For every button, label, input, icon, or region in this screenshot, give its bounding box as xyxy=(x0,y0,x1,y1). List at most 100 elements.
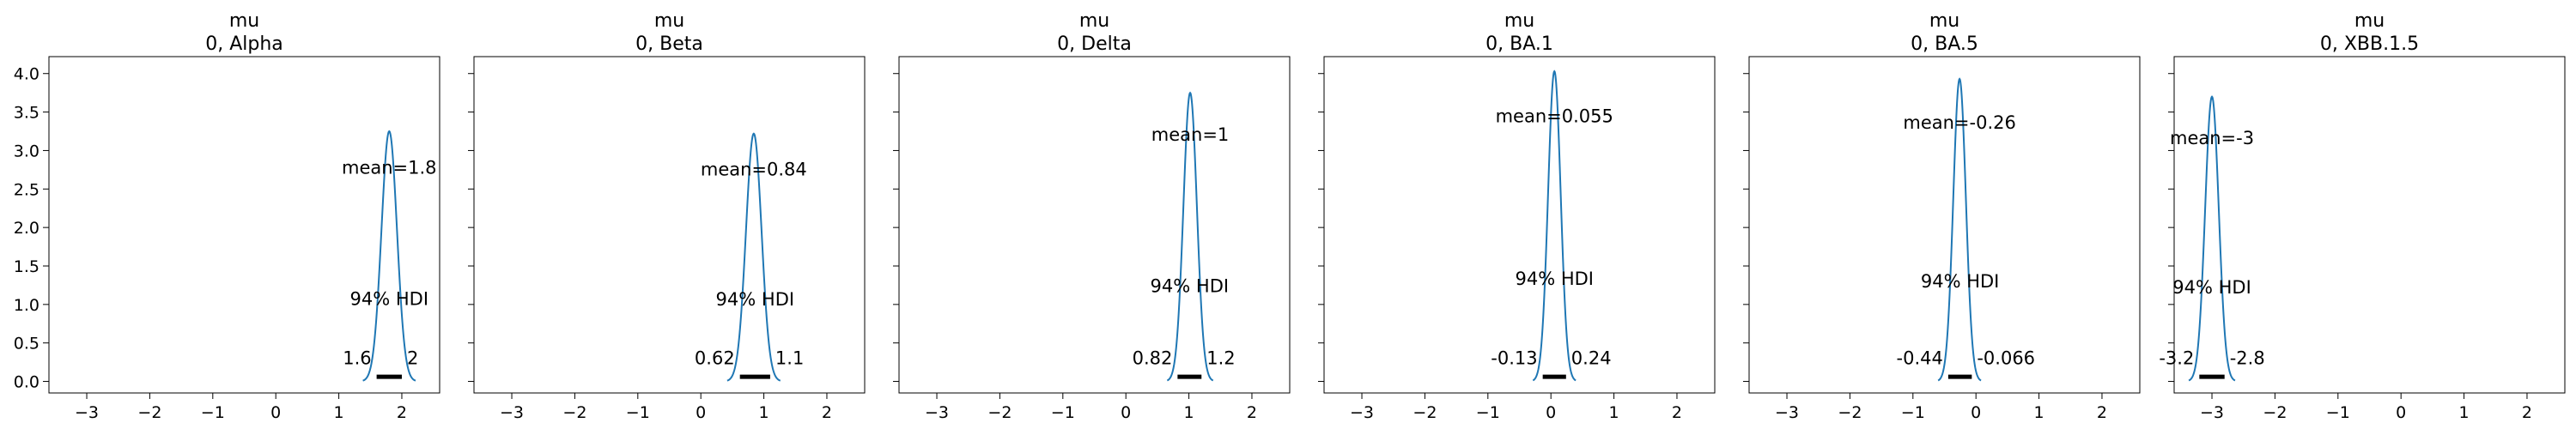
x-tick-label: −3 xyxy=(500,403,524,422)
x-tick-label: −3 xyxy=(2200,403,2224,422)
x-tick-label: 1 xyxy=(2459,403,2470,422)
x-tick-label: 0 xyxy=(270,403,281,422)
hdi-low-label: -3.2 xyxy=(2159,348,2194,369)
hdi-label: 94% HDI xyxy=(1515,269,1594,289)
panel-5: mu0, BA.5 −3 −2 −1 0 1 2 mean=-0.26 94% HDI -0.44… xyxy=(1743,10,2141,422)
hdi-high-label: 1.2 xyxy=(1206,348,1235,369)
x-tick-label: −3 xyxy=(75,403,99,422)
panel-title-line-1: mu xyxy=(654,10,684,32)
x-tick-label: −2 xyxy=(137,403,161,422)
panel-title-line-2: 0, XBB.1.5 xyxy=(2320,33,2419,55)
axes-frame xyxy=(48,56,440,394)
kde-curve xyxy=(1937,77,1982,382)
x-tick-label: −3 xyxy=(1775,403,1799,422)
hdi-high-label: 2 xyxy=(407,348,418,369)
y-tick-label: 4.0 xyxy=(14,65,39,84)
x-tick-label: 0 xyxy=(1121,403,1131,422)
axes-frame xyxy=(1323,56,1716,394)
panel-title-line-2: 0, BA.1 xyxy=(1485,33,1553,55)
x-tick-label: 2 xyxy=(1672,403,1682,422)
panel-title-line-1: mu xyxy=(2354,10,2385,32)
y-tick-label: 3.0 xyxy=(14,142,39,160)
axes-frame xyxy=(473,56,866,394)
x-tick-label: −3 xyxy=(925,403,949,422)
panel-3: mu0, Delta −3 −2 −1 0 1 2 mean=1 94% HDI 0.82 1.2 xyxy=(893,10,1291,422)
panel-2: mu0, Beta −3 −2 −1 0 1 2 mean=0.84 94% HDI 0.62 1.… xyxy=(468,10,866,422)
x-tick-label: 2 xyxy=(1247,403,1257,422)
hdi-high-label: 0.24 xyxy=(1571,348,1612,369)
mean-label: mean=1.8 xyxy=(342,157,437,178)
axes-frame xyxy=(898,56,1291,394)
x-tick-label: −2 xyxy=(987,403,1012,422)
hdi-low-label: 1.6 xyxy=(343,348,371,369)
x-tick-label: −1 xyxy=(2326,403,2350,422)
x-tick-label: 2 xyxy=(397,403,407,422)
hdi-low-label: 0.62 xyxy=(695,348,735,369)
x-tick-label: −1 xyxy=(626,403,650,422)
hdi-high-label: -0.066 xyxy=(1977,348,2035,369)
x-tick-label: 2 xyxy=(822,403,832,422)
x-tick-label: 1 xyxy=(1184,403,1194,422)
x-tick-label: 0 xyxy=(1546,403,1556,422)
x-tick-label: −2 xyxy=(1413,403,1437,422)
hdi-low-label: 0.82 xyxy=(1133,348,1173,369)
axes-frame xyxy=(2173,56,2566,394)
hdi-low-label: -0.44 xyxy=(1897,348,1943,369)
x-tick-label: −2 xyxy=(2263,403,2287,422)
hdi-label: 94% HDI xyxy=(716,289,795,310)
hdi-high-label: -2.8 xyxy=(2230,348,2265,369)
x-tick-label: −1 xyxy=(1051,403,1075,422)
x-tick-label: 2 xyxy=(2097,403,2107,422)
y-tick-label: 0.5 xyxy=(14,335,39,353)
y-tick-label: 2.0 xyxy=(14,219,39,238)
panel-title-line-2: 0, Alpha xyxy=(205,33,283,55)
hdi-label: 94% HDI xyxy=(350,288,429,309)
kde-curve xyxy=(2188,95,2236,382)
y-tick-label: 3.5 xyxy=(14,104,39,123)
x-tick-label: 0 xyxy=(696,403,706,422)
kde-curve xyxy=(362,130,416,382)
mean-label: mean=0.055 xyxy=(1496,106,1613,126)
x-tick-label: 1 xyxy=(1609,403,1619,422)
panel-1: mu0, Alpha 0.0 0.5 1.0 1.5 2.0 2.5 3.0 3.5 4.0 −3 −… xyxy=(14,10,440,422)
kde-curve xyxy=(1532,69,1577,382)
panel-4: mu0, BA.1 −3 −2 −1 0 1 2 mean=0.055 94% HDI -0.13… xyxy=(1318,10,1716,422)
x-tick-label: 1 xyxy=(759,403,769,422)
kde-curve xyxy=(726,132,781,382)
y-tick-label: 1.0 xyxy=(14,296,39,315)
axes-frame xyxy=(1748,56,2141,394)
x-tick-label: −1 xyxy=(1901,403,1925,422)
x-tick-label: 0 xyxy=(1971,403,1981,422)
x-tick-label: −2 xyxy=(562,403,586,422)
mean-label: mean=-0.26 xyxy=(1903,112,2016,133)
mean-label: mean=-3 xyxy=(2170,128,2254,148)
panel-title-line-1: mu xyxy=(1929,10,1959,32)
mean-label: mean=1 xyxy=(1151,124,1230,145)
hdi-label: 94% HDI xyxy=(1151,276,1230,297)
x-tick-label: 0 xyxy=(2396,403,2406,422)
hdi-label: 94% HDI xyxy=(1921,271,2000,292)
kde-curve xyxy=(1166,91,1214,382)
y-tick-label: 0.0 xyxy=(14,373,39,392)
x-tick-label: −3 xyxy=(1350,403,1374,422)
hdi-label: 94% HDI xyxy=(2172,277,2251,298)
hdi-low-label: -0.13 xyxy=(1491,348,1537,369)
hdi-high-label: 1.1 xyxy=(775,348,804,369)
panel-6: mu0, XBB.1.5 −3 −2 −1 0 1 2 mean=-3 94% HDI -3.2 -… xyxy=(2159,10,2566,422)
panel-title-line-2: 0, Delta xyxy=(1057,33,1132,55)
panel-title-line-2: 0, BA.5 xyxy=(1911,33,1978,55)
panel-title-line-1: mu xyxy=(1504,10,1534,32)
panel-title-line-2: 0, Beta xyxy=(635,33,703,55)
x-tick-label: 1 xyxy=(334,403,344,422)
y-tick-label: 1.5 xyxy=(14,257,39,276)
x-tick-label: 1 xyxy=(2034,403,2044,422)
panel-title-line-1: mu xyxy=(1079,10,1109,32)
panel-title-line-1: mu xyxy=(229,10,259,32)
x-tick-label: −2 xyxy=(1838,403,1862,422)
mean-label: mean=0.84 xyxy=(701,160,807,180)
y-tick-label: 2.5 xyxy=(14,180,39,199)
x-tick-label: −1 xyxy=(201,403,225,422)
x-tick-label: 2 xyxy=(2522,403,2532,422)
x-tick-label: −1 xyxy=(1476,403,1500,422)
